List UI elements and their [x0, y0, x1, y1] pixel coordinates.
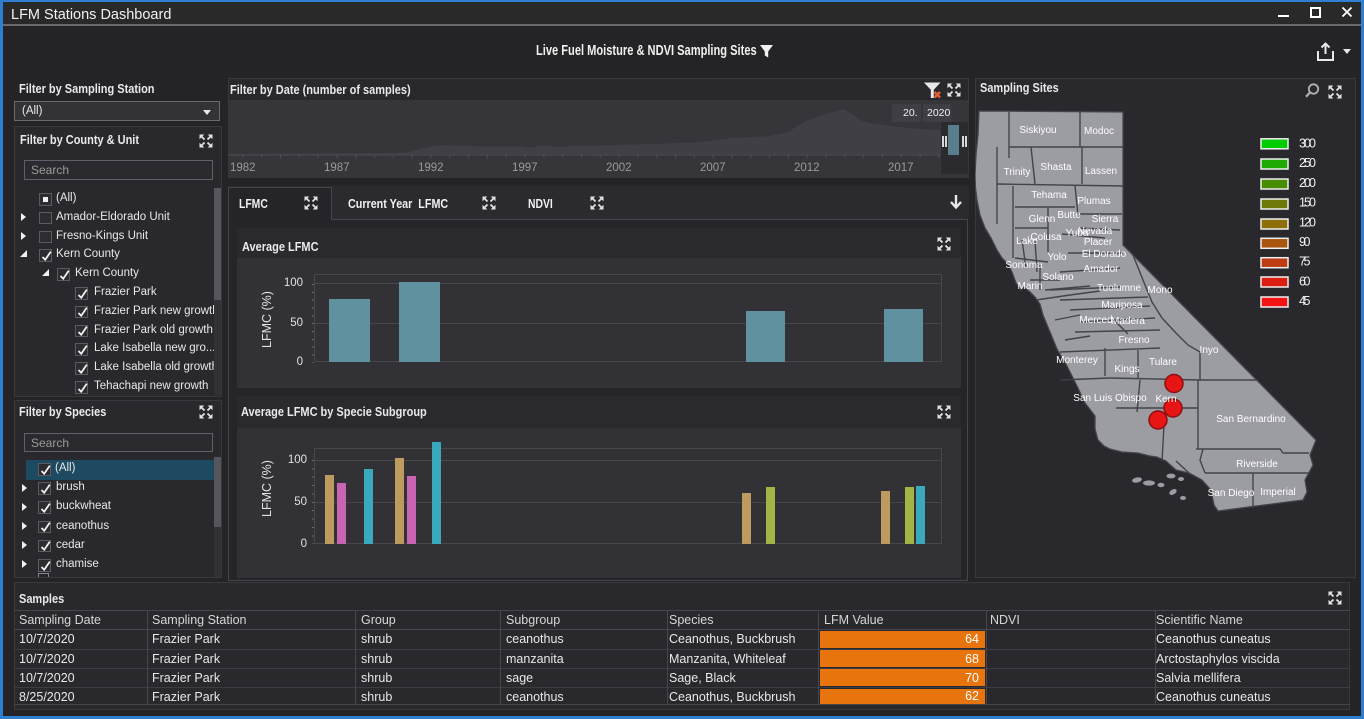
svg-text:Merced: Merced: [1079, 315, 1112, 326]
svg-text:Mono: Mono: [1147, 285, 1172, 296]
svg-text:250: 250: [1299, 156, 1316, 170]
svg-text:90: 90: [1299, 235, 1311, 249]
svg-text:75: 75: [1299, 255, 1311, 269]
svg-text:Trinity: Trinity: [1004, 167, 1031, 178]
svg-text:Madera: Madera: [1111, 316, 1145, 327]
svg-text:Marin: Marin: [1017, 281, 1042, 292]
svg-text:San Diego: San Diego: [1208, 488, 1255, 499]
svg-text:120: 120: [1299, 215, 1316, 229]
svg-text:200: 200: [1299, 176, 1316, 190]
svg-text:Tulare: Tulare: [1149, 357, 1177, 368]
svg-text:45: 45: [1299, 294, 1311, 308]
svg-text:Riverside: Riverside: [1236, 459, 1278, 470]
svg-text:Plumas: Plumas: [1077, 196, 1110, 207]
svg-text:Sonoma: Sonoma: [1005, 260, 1043, 271]
svg-text:60: 60: [1299, 274, 1311, 288]
svg-text:Tehama: Tehama: [1031, 190, 1067, 201]
svg-text:Lake: Lake: [1016, 236, 1038, 247]
svg-text:Tuolumne: Tuolumne: [1097, 283, 1142, 294]
svg-text:Monterey: Monterey: [1056, 355, 1098, 366]
svg-text:Sierra: Sierra: [1092, 214, 1119, 225]
svg-text:Modoc: Modoc: [1084, 126, 1114, 137]
svg-text:Inyo: Inyo: [1200, 345, 1219, 356]
svg-text:Shasta: Shasta: [1040, 162, 1072, 173]
svg-text:Mariposa: Mariposa: [1101, 300, 1143, 311]
svg-text:Kings: Kings: [1114, 364, 1139, 375]
svg-text:El Dorado: El Dorado: [1082, 249, 1127, 260]
svg-text:San Luis Obispo: San Luis Obispo: [1073, 393, 1147, 404]
svg-text:Solano: Solano: [1042, 272, 1074, 283]
svg-text:Colusa: Colusa: [1030, 232, 1062, 243]
svg-text:Imperial: Imperial: [1260, 487, 1296, 498]
svg-text:300: 300: [1299, 137, 1316, 151]
svg-text:Placer: Placer: [1084, 237, 1113, 248]
svg-text:150: 150: [1299, 196, 1316, 210]
svg-text:Siskiyou: Siskiyou: [1019, 125, 1056, 136]
svg-text:Yolo: Yolo: [1047, 252, 1067, 263]
svg-text:Amador: Amador: [1083, 264, 1119, 275]
svg-text:Lassen: Lassen: [1085, 166, 1117, 177]
svg-text:Butte: Butte: [1057, 210, 1081, 221]
svg-text:Kern: Kern: [1155, 394, 1176, 405]
svg-text:Nevada: Nevada: [1078, 226, 1113, 237]
svg-text:Glenn: Glenn: [1029, 214, 1056, 225]
svg-text:Yuba: Yuba: [1066, 228, 1089, 239]
svg-text:Fresno: Fresno: [1118, 335, 1150, 346]
svg-text:San Bernardino: San Bernardino: [1216, 414, 1286, 425]
